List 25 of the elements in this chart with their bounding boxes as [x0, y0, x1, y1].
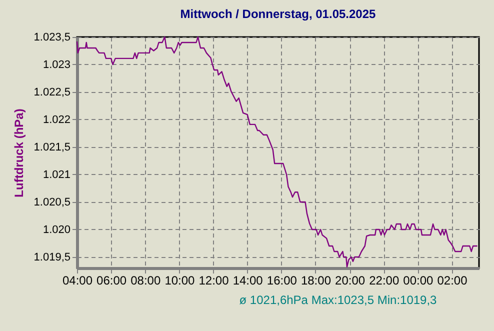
y-tick-label: 1.021,5 [34, 142, 70, 154]
x-tick-label: 16:00 [266, 274, 298, 288]
y-tick-label: 1.022,5 [34, 86, 70, 98]
x-tick-label: 22:00 [369, 274, 400, 288]
y-tick-label: 1.023,5 [34, 32, 70, 44]
y-tick-label: 1.019,5 [34, 252, 70, 264]
x-tick-label: 12:00 [198, 274, 230, 288]
y-tick-label: 1.023 [42, 59, 70, 71]
x-tick-label: 14:00 [232, 274, 264, 288]
x-tick-label: 10:00 [164, 274, 196, 288]
x-tick-label: 18:00 [300, 274, 332, 288]
y-tick-label: 1.020,5 [34, 196, 70, 208]
text: ø 1021,6hPa Max:1023,5 Min:1019,3 [239, 293, 438, 307]
y-tick-label: 1.022 [42, 114, 70, 126]
x-tick-label: 20:00 [335, 274, 366, 288]
x-tick-label: 02:00 [437, 274, 468, 288]
line-series [76, 36, 478, 268]
chart-title: Mittwoch / Donnerstag, 01.05.2025 [180, 7, 376, 21]
y-tick-label: 1.020 [42, 224, 70, 236]
x-tick-label: 06:00 [96, 274, 127, 288]
x-tick-label: 08:00 [130, 274, 161, 288]
y-axis-title: Luftdruck (hPa) [12, 108, 26, 198]
x-tick-label: 00:00 [403, 274, 434, 288]
x-tick-label: 04:00 [62, 274, 93, 288]
y-tick-label: 1.021 [42, 169, 70, 181]
